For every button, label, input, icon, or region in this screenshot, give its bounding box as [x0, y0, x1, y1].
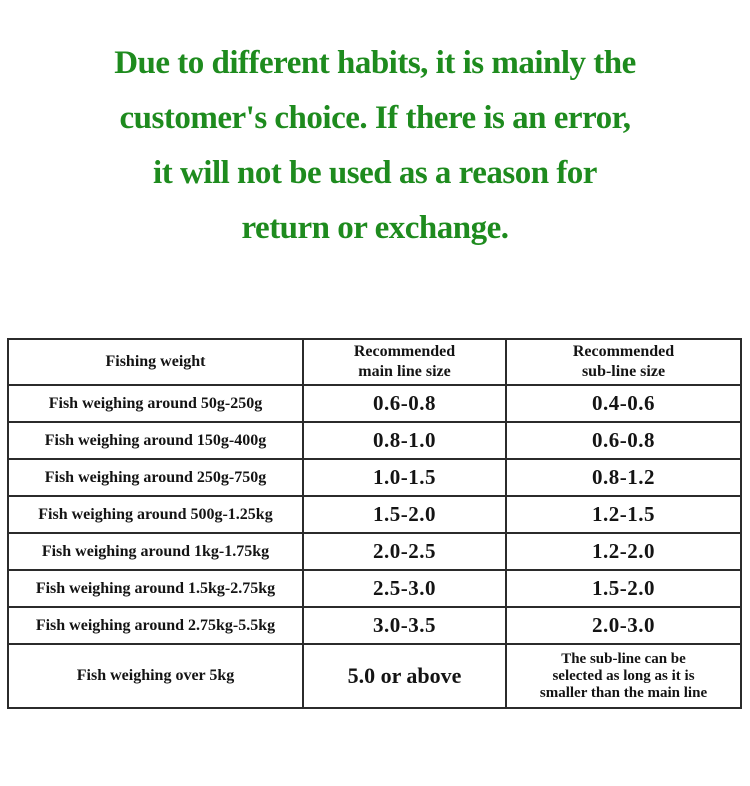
heading-line: Due to different habits, it is mainly th… — [114, 45, 636, 81]
sub-line-size-cell: 2.0-3.0 — [505, 606, 742, 645]
sub-line-size-cell: 1.2-2.0 — [505, 532, 742, 571]
sub-line-size-cell: 0.6-0.8 — [505, 421, 742, 460]
table-row: Fish weighing around 1.5kg-2.75kg 2.5-3.… — [7, 569, 742, 608]
sub-line-size-cell: 0.4-0.6 — [505, 384, 742, 423]
fishing-weight-cell: Fish weighing around 1.5kg-2.75kg — [7, 569, 304, 608]
fishing-weight-cell: Fish weighing around 1kg-1.75kg — [7, 532, 304, 571]
main-line-size-cell: 2.5-3.0 — [302, 569, 507, 608]
heading-line: return or exchange. — [241, 210, 510, 246]
fishing-weight-cell: Fish weighing around 2.75kg-5.5kg — [7, 606, 304, 645]
notice-heading: Due to different habits, it is mainly th… — [0, 36, 750, 256]
table-row: Fish weighing around 500g-1.25kg 1.5-2.0… — [7, 495, 742, 534]
table-header-row: Fishing weight Recommended main line siz… — [7, 338, 742, 386]
main-line-size-cell: 3.0-3.5 — [302, 606, 507, 645]
heading-line: customer's choice. If there is an error, — [119, 100, 631, 136]
fishing-weight-cell: Fish weighing around 500g-1.25kg — [7, 495, 304, 534]
main-line-size-cell: 5.0 or above — [302, 643, 507, 709]
table-row: Fish weighing around 2.75kg-5.5kg 3.0-3.… — [7, 606, 742, 645]
table-row: Fish weighing around 150g-400g 0.8-1.0 0… — [7, 421, 742, 460]
main-line-size-cell: 1.0-1.5 — [302, 458, 507, 497]
table-row: Fish weighing around 50g-250g 0.6-0.8 0.… — [7, 384, 742, 423]
fishing-weight-cell: Fish weighing around 250g-750g — [7, 458, 304, 497]
fishing-weight-cell: Fish weighing around 50g-250g — [7, 384, 304, 423]
line-size-table: Fishing weight Recommended main line siz… — [7, 338, 742, 709]
main-line-size-cell: 2.0-2.5 — [302, 532, 507, 571]
main-line-size-cell: 0.6-0.8 — [302, 384, 507, 423]
table-row: Fish weighing over 5kg 5.0 or above The … — [7, 643, 742, 709]
sub-line-size-cell: 1.2-1.5 — [505, 495, 742, 534]
main-line-size-cell: 0.8-1.0 — [302, 421, 507, 460]
table-row: Fish weighing around 250g-750g 1.0-1.5 0… — [7, 458, 742, 497]
sub-line-note-cell: The sub-line can be selected as long as … — [505, 643, 742, 709]
sub-line-size-cell: 1.5-2.0 — [505, 569, 742, 608]
table-row: Fish weighing around 1kg-1.75kg 2.0-2.5 … — [7, 532, 742, 571]
fishing-weight-cell: Fish weighing around 150g-400g — [7, 421, 304, 460]
fishing-weight-cell: Fish weighing over 5kg — [7, 643, 304, 709]
header-fishing-weight: Fishing weight — [7, 338, 304, 386]
heading-line: it will not be used as a reason for — [153, 155, 597, 191]
sub-line-size-cell: 0.8-1.2 — [505, 458, 742, 497]
header-sub-line-size: Recommended sub-line size — [505, 338, 742, 386]
header-main-line-size: Recommended main line size — [302, 338, 507, 386]
main-line-size-cell: 1.5-2.0 — [302, 495, 507, 534]
